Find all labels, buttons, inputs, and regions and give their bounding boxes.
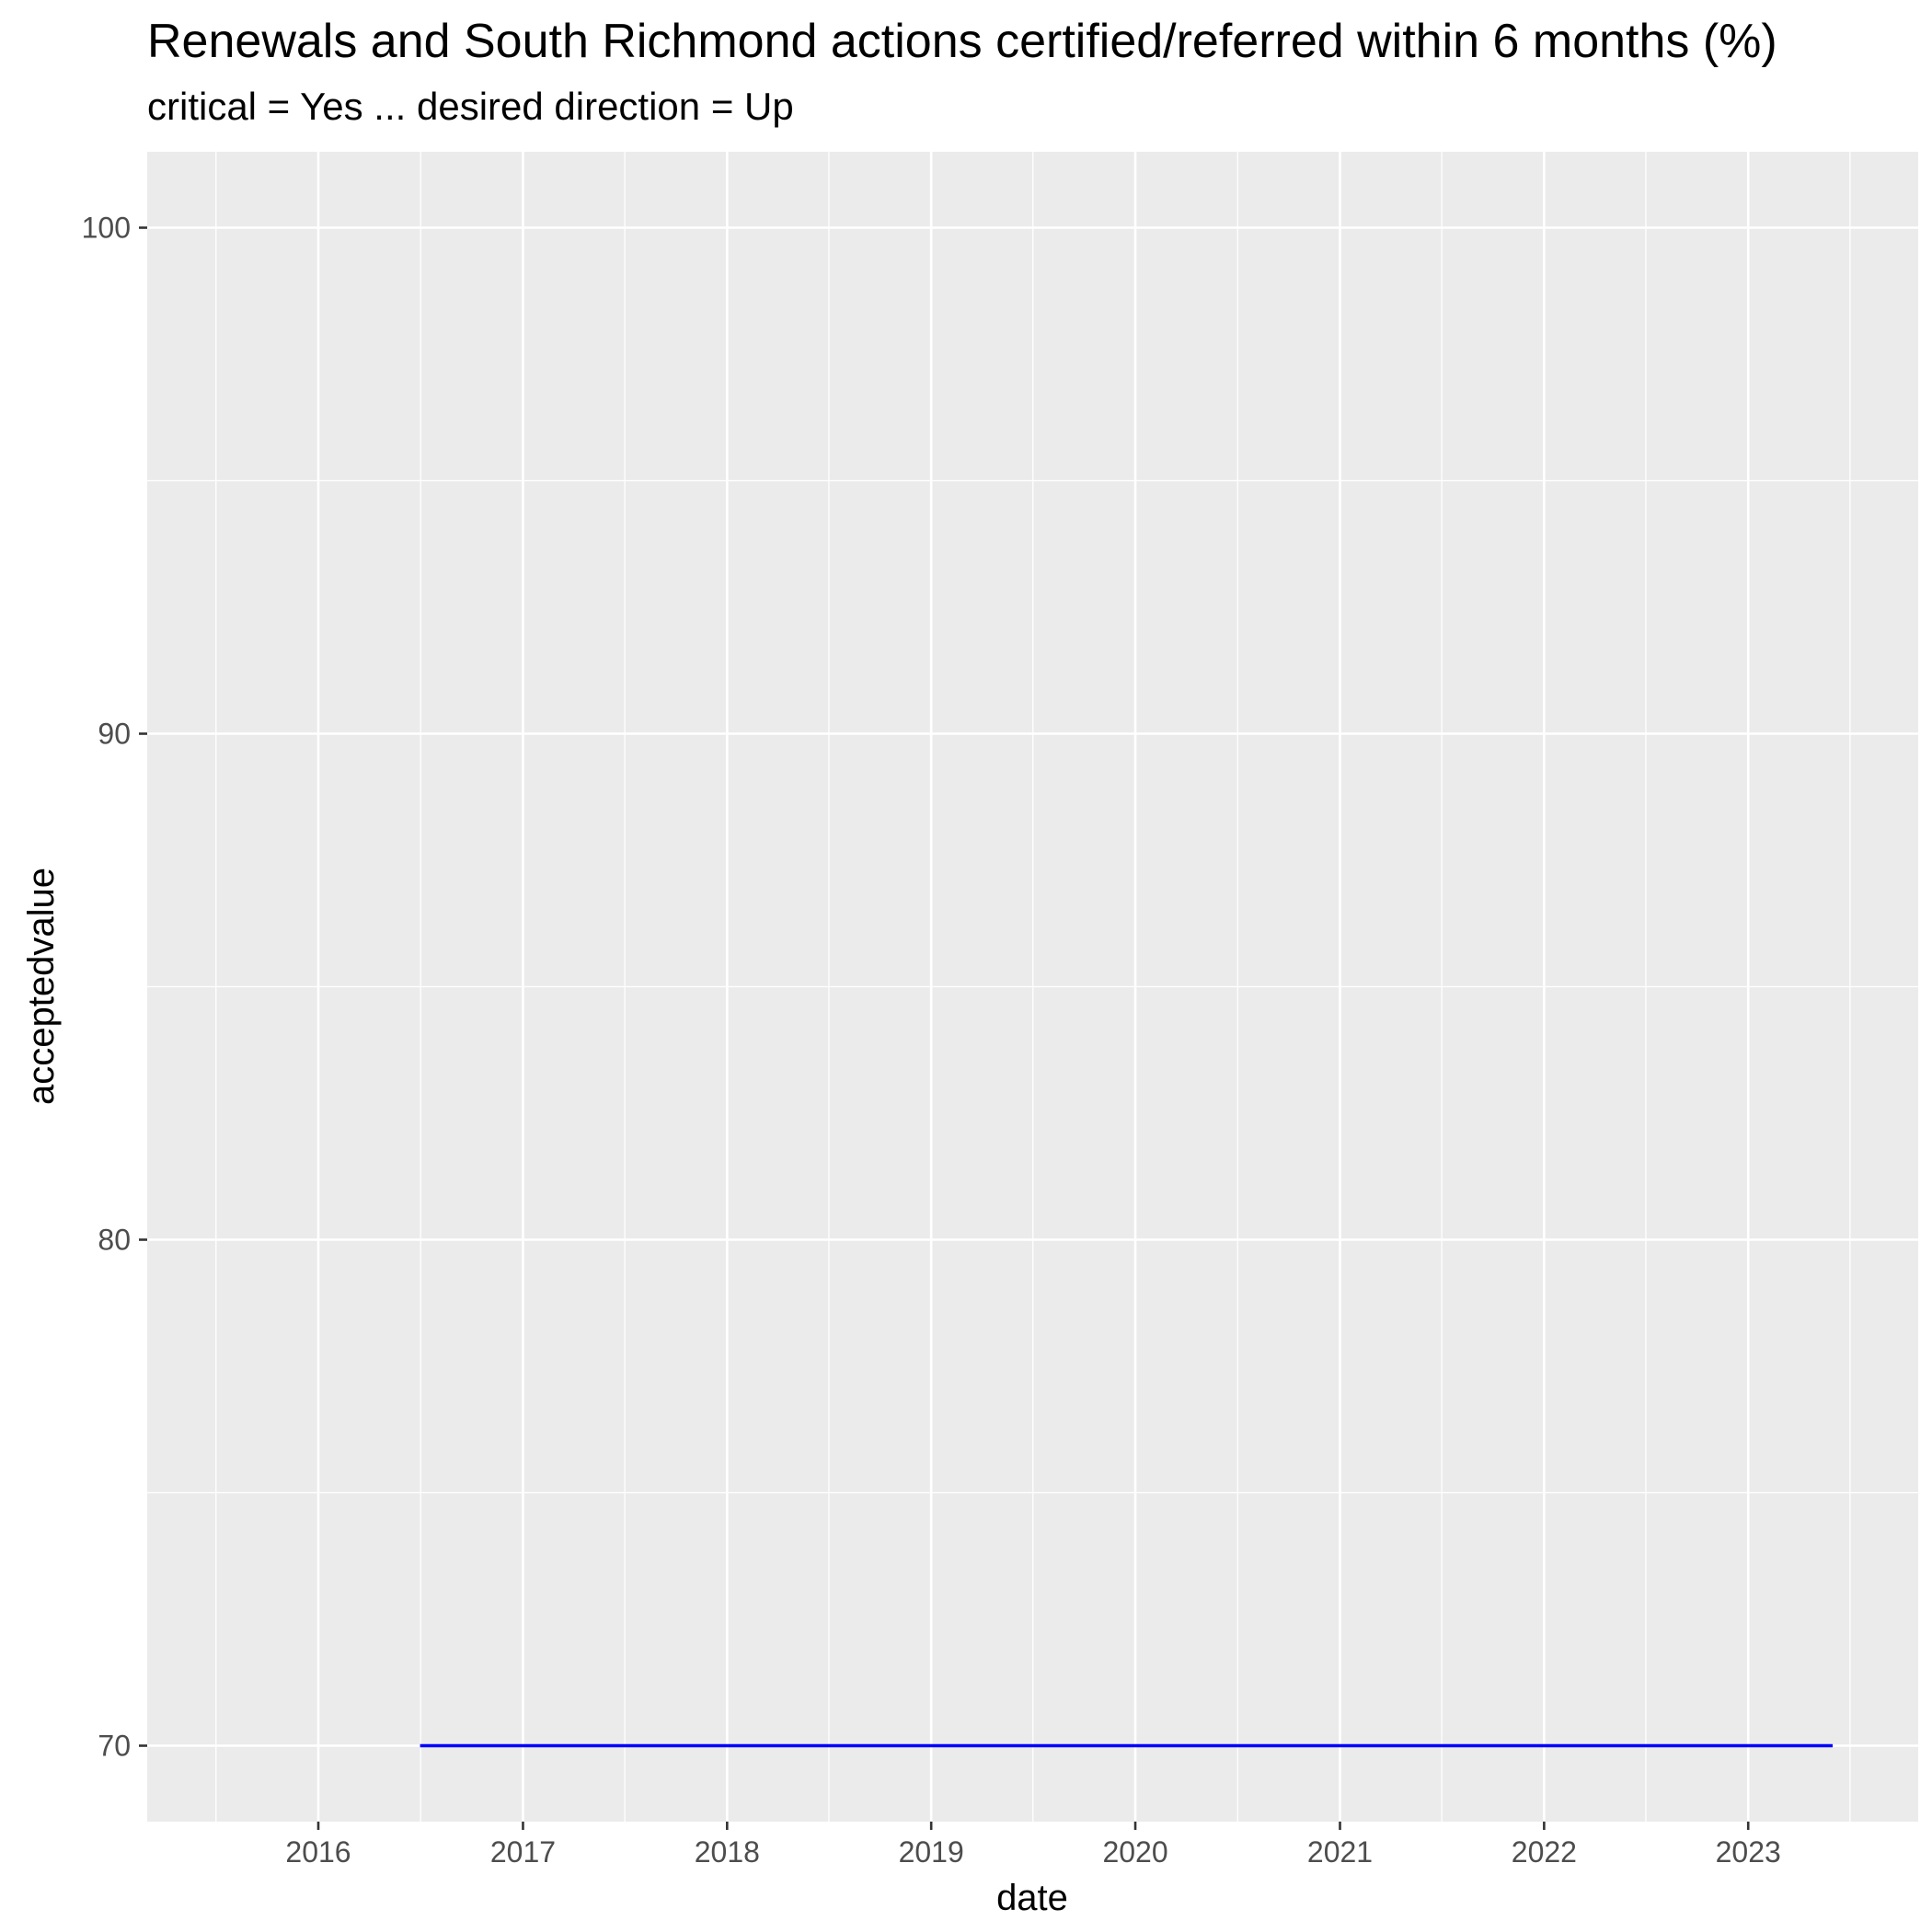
y-tick-label: 100 — [82, 212, 131, 245]
y-axis-title: acceptedvalue — [21, 868, 62, 1105]
x-axis: 2016 2017 2018 2019 2020 2021 2022 2023 — [285, 1822, 1781, 1869]
x-tick-label: 2020 — [1102, 1835, 1167, 1869]
chart-title: Renewals and South Richmond actions cert… — [147, 15, 1777, 68]
x-tick-label: 2017 — [490, 1835, 556, 1869]
x-tick-label: 2022 — [1512, 1835, 1577, 1869]
x-tick-label: 2016 — [285, 1835, 351, 1869]
y-tick-label: 90 — [98, 718, 131, 751]
x-tick-label: 2019 — [899, 1835, 964, 1869]
x-tick-label: 2018 — [695, 1835, 760, 1869]
x-axis-title: date — [996, 1878, 1068, 1918]
y-tick-label: 70 — [98, 1730, 131, 1763]
minor-gridlines — [147, 152, 1918, 1822]
y-axis: 70 80 90 100 — [82, 212, 147, 1763]
x-tick-label: 2021 — [1307, 1835, 1373, 1869]
y-tick-label: 80 — [98, 1224, 131, 1257]
chart-subtitle: critical = Yes ... desired direction = U… — [147, 85, 794, 128]
x-tick-label: 2023 — [1716, 1835, 1781, 1869]
